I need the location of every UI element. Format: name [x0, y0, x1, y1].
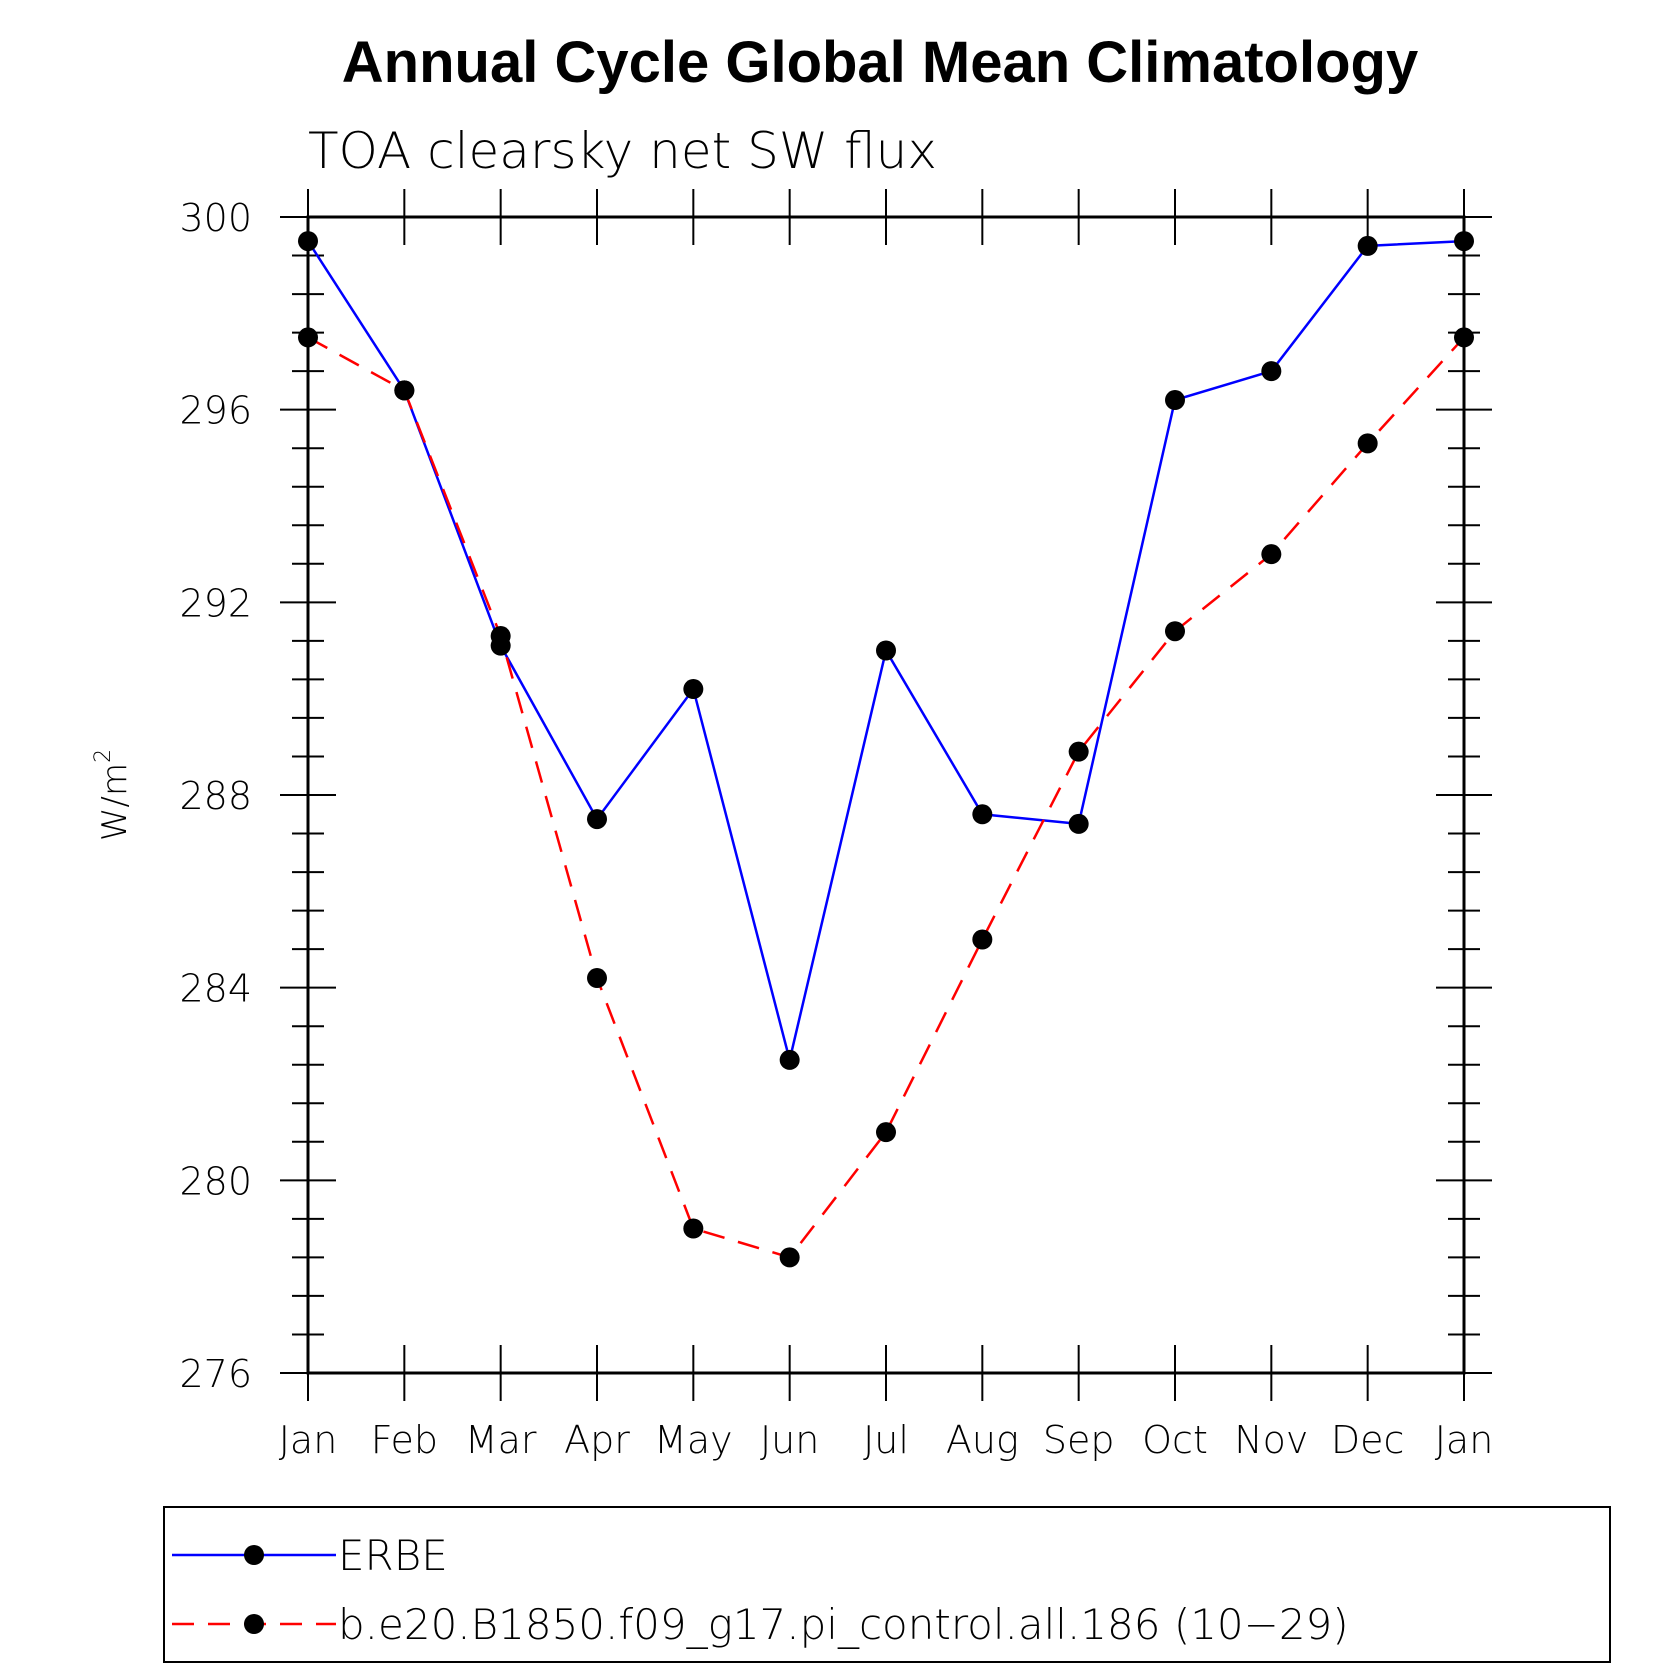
series-1-point	[1068, 741, 1089, 762]
legend: ERBE b.e20.B1850.f09_g17.pi_control.all.1…	[172, 1531, 1349, 1649]
legend-label-1: b.e20.B1850.f09_g17.pi_control.all.186 (…	[338, 1600, 1349, 1649]
x-tick-label: Jan	[1435, 1418, 1494, 1462]
series-0-point	[972, 804, 993, 825]
y-tick-label: 288	[179, 774, 252, 818]
legend-marker-0	[244, 1545, 264, 1565]
series-1-point	[1357, 433, 1378, 454]
y-axis-label-unit: W/m	[95, 763, 135, 841]
series-1-point	[1454, 327, 1474, 348]
series-0-point	[1165, 390, 1185, 411]
y-tick-label: 300	[179, 196, 252, 240]
y-tick-labels: 276 280 284 288 292 296 300	[179, 196, 252, 1396]
legend-box	[163, 1506, 1611, 1663]
series-1-point	[394, 380, 415, 401]
axis-ticks	[280, 189, 1492, 1401]
x-tick-labels: Jan Feb Mar Apr May Jun Jul Aug Sep Oct Nov Dec Jan	[279, 1418, 1494, 1462]
series-0-point	[683, 679, 704, 700]
series-1-point	[1261, 544, 1282, 565]
y-tick-label: 284	[179, 967, 252, 1011]
x-tick-label: Aug	[946, 1418, 1019, 1462]
series-1-point	[490, 626, 511, 647]
x-tick-label: Jun	[760, 1418, 819, 1462]
x-tick-label: Oct	[1142, 1418, 1208, 1462]
series-layer	[298, 231, 1474, 1268]
series-1-point	[683, 1218, 704, 1239]
series-1-point	[298, 327, 318, 348]
x-tick-label: Mar	[465, 1418, 537, 1462]
x-tick-label: Feb	[371, 1418, 438, 1462]
x-tick-label: May	[654, 1418, 733, 1462]
series-1-point	[587, 968, 607, 989]
chart-subtitle: TOA clearsky net SW flux	[308, 122, 937, 180]
series-line-1	[307, 336, 1465, 1259]
x-tick-label: Jan	[279, 1418, 338, 1462]
x-tick-label: Sep	[1043, 1418, 1115, 1462]
y-tick-label: 296	[179, 389, 252, 433]
series-0-point	[1454, 231, 1474, 252]
series-1-point	[1165, 621, 1185, 642]
series-0-point	[1357, 235, 1378, 256]
x-tick-label: Dec	[1331, 1418, 1405, 1462]
y-tick-label: 292	[179, 581, 252, 625]
x-tick-label: Jul	[863, 1418, 909, 1462]
legend-marker-1	[244, 1614, 264, 1634]
plot-frame	[306, 215, 1466, 1375]
legend-label-0: ERBE	[338, 1531, 448, 1580]
x-tick-label: Apr	[564, 1418, 630, 1462]
y-axis-label-exponent: 2	[91, 749, 116, 763]
series-1-point	[972, 929, 993, 950]
series-0-point	[1068, 813, 1089, 834]
series-0-point	[876, 640, 896, 661]
y-tick-label: 276	[179, 1352, 252, 1396]
y-axis-label: W/m2	[91, 749, 135, 841]
series-1-point	[876, 1122, 896, 1143]
series-1-point	[779, 1247, 800, 1268]
y-tick-label: 280	[179, 1159, 252, 1203]
series-0-point	[1261, 361, 1282, 382]
series-0-point	[779, 1049, 800, 1070]
series-0-point	[298, 231, 318, 252]
series-0-point	[587, 809, 607, 830]
chart-title: Annual Cycle Global Mean Climatology	[342, 30, 1418, 95]
x-tick-label: Nov	[1234, 1418, 1308, 1462]
